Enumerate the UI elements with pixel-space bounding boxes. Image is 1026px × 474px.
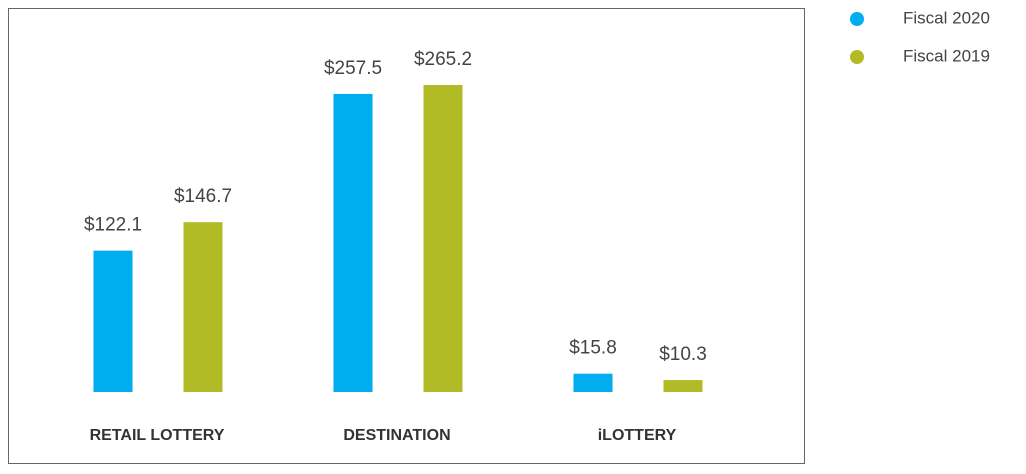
legend-marker	[850, 12, 864, 26]
category-label: DESTINATION	[343, 427, 450, 444]
bar	[333, 93, 373, 393]
category-label: iLOTTERY	[598, 427, 677, 444]
legend-label: Fiscal 2020	[903, 8, 990, 27]
value-label: $265.2	[414, 49, 472, 70]
value-label: $15.8	[569, 338, 617, 359]
bar	[423, 85, 463, 392]
value-label: $10.3	[659, 344, 707, 365]
value-label: $257.5	[324, 58, 382, 79]
bar	[183, 222, 223, 392]
bar	[93, 250, 133, 392]
bar	[573, 373, 613, 392]
legend-label: Fiscal 2019	[903, 46, 990, 65]
legend-marker	[850, 50, 864, 64]
value-label: $146.7	[174, 186, 232, 207]
value-label: $122.1	[84, 215, 142, 236]
plot-frame	[8, 8, 805, 464]
bar	[663, 380, 703, 392]
category-label: RETAIL LOTTERY	[90, 427, 225, 444]
